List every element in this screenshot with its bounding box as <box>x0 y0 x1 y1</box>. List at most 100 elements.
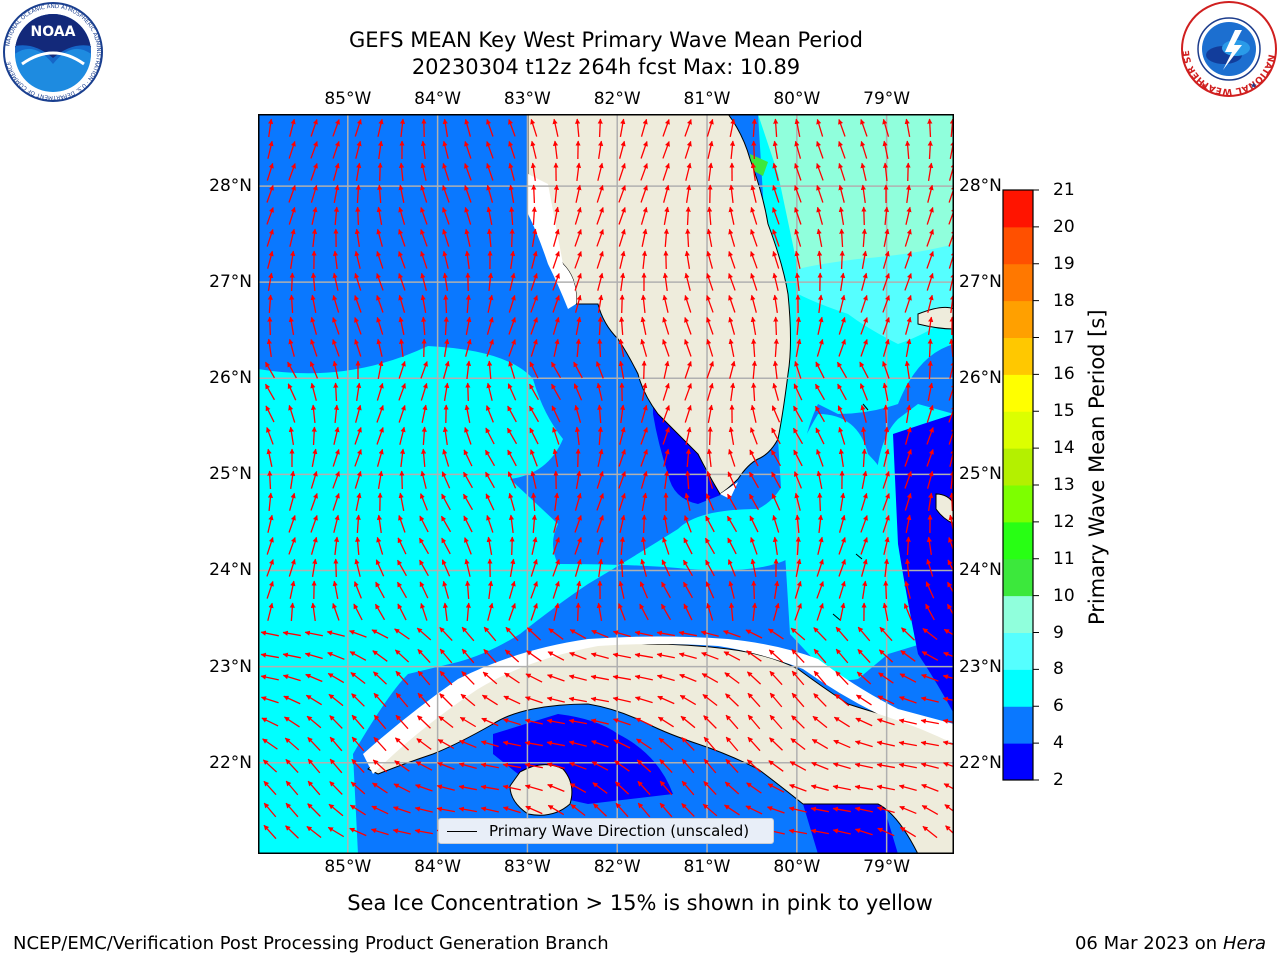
wave-direction-arrow <box>332 603 340 621</box>
wave-direction-arrow <box>459 716 477 728</box>
wave-direction-arrow <box>351 758 365 774</box>
wave-direction-arrow <box>681 780 695 796</box>
nws-logo: NATIONAL WEATHER SERVICE ★ ★ <box>1180 0 1277 97</box>
wave-direction-arrow <box>288 185 296 203</box>
footer-branch: NCEP/EMC/Verification Post Processing Pr… <box>13 933 609 954</box>
wave-direction-arrow <box>288 316 295 335</box>
lat-tick-label-left: 27°N <box>209 272 252 293</box>
wave-direction-arrow <box>310 404 317 424</box>
wave-direction-arrow <box>267 140 274 159</box>
wave-direction-arrow <box>921 784 939 792</box>
contour-2-4-se <box>803 804 898 854</box>
contour-2-4-east <box>893 414 954 714</box>
wave-direction-arrow <box>502 784 521 791</box>
wave-direction-arrow <box>333 536 340 556</box>
wave-direction-arrow <box>288 163 296 181</box>
wave-direction-arrow <box>597 162 604 181</box>
wave-direction-arrow <box>509 558 516 577</box>
wave-direction-arrow <box>354 295 362 313</box>
wave-direction-arrow <box>680 715 696 729</box>
wave-direction-arrow <box>333 404 340 424</box>
wave-direction-arrow <box>575 118 581 138</box>
wave-direction-arrow <box>927 360 933 380</box>
wave-direction-arrow <box>816 206 824 225</box>
wave-direction-arrow <box>439 627 453 641</box>
wave-direction-arrow <box>706 448 713 468</box>
wave-direction-arrow <box>465 382 471 402</box>
wave-direction-arrow <box>376 448 384 467</box>
wave-direction-arrow <box>883 206 890 226</box>
wave-direction-arrow <box>573 361 583 379</box>
wave-direction-arrow <box>464 163 472 181</box>
wave-direction-arrow <box>640 470 648 489</box>
wave-direction-arrow <box>876 718 895 726</box>
wave-direction-arrow <box>904 294 912 313</box>
wave-direction-arrow <box>267 514 274 533</box>
lat-tick-label-left: 26°N <box>209 368 252 389</box>
wave-direction-arrow <box>664 470 670 490</box>
wave-direction-arrow <box>861 206 867 226</box>
wave-direction-arrow <box>746 650 762 662</box>
wave-direction-arrow <box>285 825 299 839</box>
wave-direction-arrow <box>529 361 539 379</box>
wave-direction-arrow <box>311 228 318 248</box>
wave-direction-arrow <box>883 536 890 555</box>
wave-direction-arrow <box>772 140 779 159</box>
wave-direction-arrow <box>639 581 649 599</box>
wave-direction-arrow <box>546 762 565 769</box>
wave-direction-arrow <box>436 784 455 791</box>
wave-direction-arrow <box>635 717 653 727</box>
wave-direction-arrow <box>486 119 494 137</box>
wave-direction-arrow <box>570 803 586 817</box>
wave-direction-arrow <box>727 559 736 577</box>
colorbar-segment <box>1003 632 1033 670</box>
wave-direction-arrow <box>942 696 954 702</box>
wave-direction-arrow <box>483 648 497 664</box>
wave-direction-arrow <box>371 805 389 815</box>
wave-direction-arrow <box>662 141 670 159</box>
wave-direction-arrow <box>662 119 670 137</box>
wave-direction-arrow <box>794 250 801 269</box>
wave-direction-arrow <box>597 338 603 358</box>
wave-direction-arrow <box>575 338 581 358</box>
wave-direction-arrow <box>772 514 780 533</box>
wave-direction-arrow <box>486 206 493 225</box>
wave-direction-arrow <box>728 251 736 269</box>
wave-direction-arrow <box>636 738 652 750</box>
wave-direction-arrow <box>531 228 538 247</box>
wave-direction-arrow <box>354 118 362 137</box>
wave-direction-arrow <box>419 515 429 533</box>
lon-tick-label-bot: 82°W <box>593 857 641 877</box>
wave-direction-arrow <box>905 536 911 556</box>
wave-direction-arrow <box>509 272 516 291</box>
wave-direction-arrow <box>769 737 783 751</box>
wave-direction-arrow <box>942 718 954 724</box>
wave-direction-arrow <box>310 184 318 203</box>
footer-host: Hera <box>1222 933 1266 954</box>
wave-direction-arrow <box>266 559 274 577</box>
wave-direction-arrow <box>310 163 318 181</box>
wave-direction-arrow <box>332 339 340 357</box>
wave-direction-arrow <box>772 229 780 247</box>
wave-direction-arrow <box>904 471 912 489</box>
lat-tick-label-right: 27°N <box>959 272 1002 293</box>
wave-direction-arrow <box>417 648 431 664</box>
wave-direction-arrow <box>575 448 581 468</box>
wave-direction-arrow <box>398 184 405 203</box>
wave-direction-arrow <box>437 762 455 770</box>
wave-direction-arrow <box>596 470 604 489</box>
wave-direction-arrow <box>659 780 673 796</box>
wave-direction-arrow <box>463 515 473 533</box>
wave-direction-arrow <box>706 602 714 621</box>
wave-direction-arrow <box>530 449 538 467</box>
wave-direction-arrow <box>817 294 824 314</box>
wave-direction-arrow <box>701 652 719 660</box>
wave-direction-arrow <box>773 118 779 138</box>
colorbar-segment <box>1003 337 1033 375</box>
wave-direction-arrow <box>816 228 823 247</box>
wave-direction-arrow <box>332 317 340 335</box>
wave-direction-arrow <box>370 828 389 836</box>
wave-direction-arrow <box>443 294 449 314</box>
wave-direction-arrow <box>750 162 756 182</box>
wave-direction-arrow <box>288 206 296 225</box>
